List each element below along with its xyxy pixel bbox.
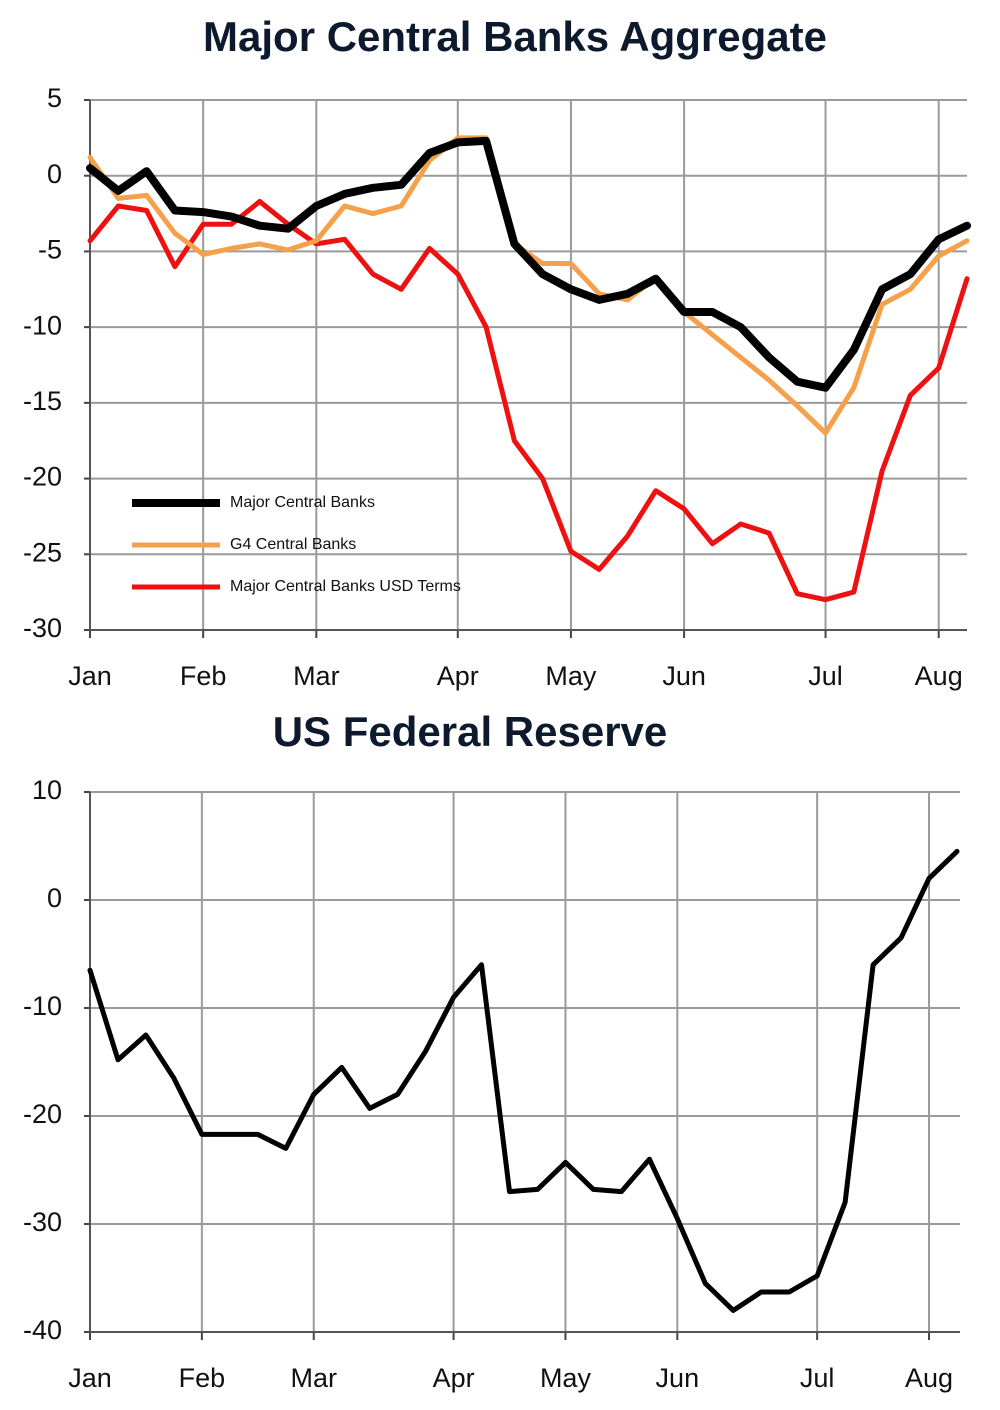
y-tick-label: -30 (23, 1207, 62, 1237)
y-tick-label: -40 (23, 1315, 62, 1345)
legend-label: Major Central Banks USD Terms (230, 578, 461, 595)
x-tick-label: May (545, 661, 597, 691)
y-tick-label: 0 (47, 159, 62, 189)
x-tick-label: Mar (290, 1363, 337, 1393)
y-tick-label: -10 (23, 310, 62, 340)
x-tick-label: Apr (437, 661, 479, 691)
x-tick-label: May (540, 1363, 592, 1393)
y-tick-label: -30 (23, 613, 62, 643)
y-tick-label: 5 (47, 83, 62, 113)
x-tick-label: Jun (662, 661, 706, 691)
line (87, 135, 970, 436)
legend-label: G4 Central Banks (230, 536, 356, 553)
line (87, 848, 960, 1313)
y-tick-label: -20 (23, 462, 62, 492)
x-tick-label: Feb (180, 661, 227, 691)
y-tick-label: -5 (38, 235, 62, 265)
x-tick-label: Feb (179, 1363, 226, 1393)
legend-label: Major Central Banks (230, 494, 375, 511)
x-tick-label: Jan (68, 1363, 112, 1393)
x-tick-label: Apr (433, 1363, 475, 1393)
y-tick-label: -10 (23, 991, 62, 1021)
x-tick-label: Aug (905, 1363, 953, 1393)
x-tick-label: Jul (808, 661, 843, 691)
x-tick-label: Jul (800, 1363, 835, 1393)
y-tick-label: -20 (23, 1099, 62, 1129)
chart-title: Major Central Banks Aggregate (203, 13, 827, 60)
y-tick-label: -25 (23, 537, 62, 567)
x-tick-label: Mar (293, 661, 340, 691)
x-tick-label: Aug (915, 661, 963, 691)
x-tick-label: Jun (656, 1363, 700, 1393)
y-tick-label: 10 (32, 775, 62, 805)
y-tick-label: -15 (23, 386, 62, 416)
x-tick-label: Jan (68, 661, 112, 691)
chart-title: US Federal Reserve (273, 708, 668, 755)
y-tick-label: 0 (47, 883, 62, 913)
line (86, 136, 971, 392)
